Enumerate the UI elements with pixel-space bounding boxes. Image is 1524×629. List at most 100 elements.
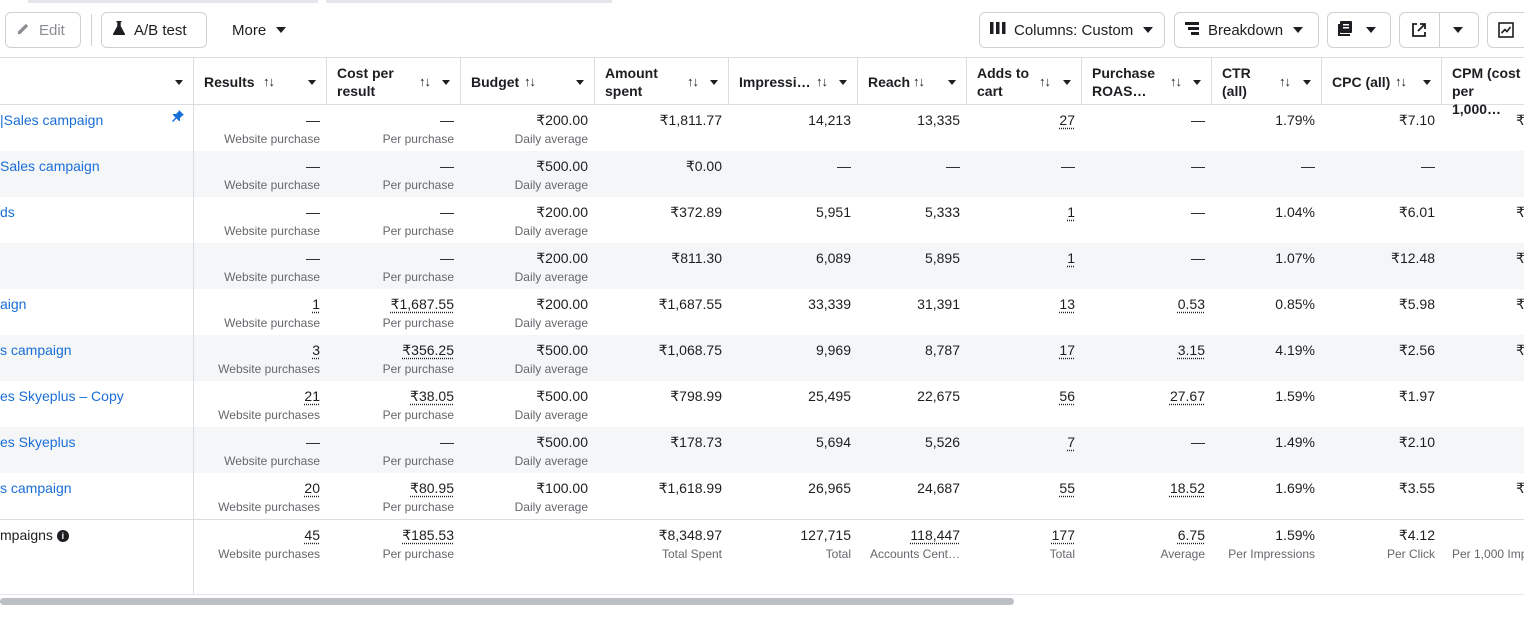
- campaign-name-link[interactable]: ds: [0, 204, 15, 220]
- header-reach[interactable]: Reach ↑↓: [858, 58, 967, 104]
- campaign-name-link[interactable]: es Skyeplus – Copy: [0, 388, 124, 404]
- cell-value: ₹: [1516, 480, 1524, 496]
- header-cpc[interactable]: CPC (all) ↑↓: [1322, 58, 1442, 104]
- sort-icon[interactable]: ↑↓: [1039, 74, 1051, 89]
- cell-ctr: 4.19%: [1212, 335, 1322, 381]
- cell-value: 118,447: [910, 527, 960, 543]
- reports-button[interactable]: [1327, 12, 1391, 48]
- table-row[interactable]: s campaign 20 Website purchases ₹80.95 Per p…: [0, 473, 1524, 519]
- table-row[interactable]: — Website purchase — Per purchase ₹200.00 Dai…: [0, 243, 1524, 289]
- cell-value: 1.59%: [1275, 527, 1315, 543]
- cell-value: —: [440, 250, 454, 266]
- cell-budget: [461, 520, 595, 566]
- chevron-down-icon: [1366, 27, 1376, 33]
- chevron-down-icon[interactable]: [1303, 80, 1311, 85]
- chevron-down-icon[interactable]: [1423, 80, 1431, 85]
- table-row[interactable]: ds — Website purchase — Per purchase ₹200.00 D…: [0, 197, 1524, 243]
- sort-icon[interactable]: ↑↓: [687, 74, 699, 89]
- cell-sublabel: Accounts Cent…: [869, 547, 960, 561]
- info-icon[interactable]: i: [56, 530, 69, 542]
- pencil-icon: [16, 21, 31, 40]
- table-row[interactable]: es Skyeplus — Website purchase — Per purchas…: [0, 427, 1524, 473]
- cell-cpc: ₹2.56: [1322, 335, 1442, 381]
- header-amount-spent[interactable]: Amount spent ↑↓: [595, 58, 729, 104]
- ab-test-button[interactable]: A/B test: [101, 12, 207, 48]
- cell-atc: 1: [967, 243, 1082, 289]
- campaign-name-link[interactable]: Sales campaign: [0, 158, 100, 174]
- edit-button[interactable]: Edit: [5, 12, 81, 48]
- cell-value: ₹: [1516, 296, 1524, 312]
- chevron-down-icon[interactable]: [308, 80, 316, 85]
- cell-results: — Website purchase: [194, 105, 327, 151]
- horizontal-scrollbar[interactable]: [0, 598, 1014, 605]
- chevron-down-icon[interactable]: [1453, 27, 1463, 33]
- cell-reach: —: [858, 151, 967, 197]
- campaign-name-link[interactable]: s campaign: [0, 342, 72, 358]
- export-button-group: [1399, 12, 1479, 48]
- header-name-column[interactable]: [0, 58, 194, 104]
- cell-spent: ₹8,348.97 Total Spent: [595, 520, 729, 566]
- export-icon[interactable]: [1411, 22, 1427, 42]
- chevron-down-icon[interactable]: [576, 80, 584, 85]
- chevron-down-icon[interactable]: [710, 80, 718, 85]
- cell-ctr: 1.07%: [1212, 243, 1322, 289]
- cell-sublabel: Per 1,000 Imp: [1452, 547, 1524, 561]
- cell-value: ₹500.00: [536, 434, 588, 450]
- sort-icon[interactable]: ↑↓: [419, 74, 431, 89]
- sort-icon[interactable]: ↑↓: [524, 74, 536, 89]
- header-impressions[interactable]: Impressi… ↑↓: [729, 58, 858, 104]
- header-budget[interactable]: Budget ↑↓: [461, 58, 595, 104]
- chevron-down-icon[interactable]: [1193, 80, 1201, 85]
- cell-sublabel: Per Impressions: [1228, 547, 1315, 561]
- chevron-down-icon[interactable]: [1063, 80, 1071, 85]
- cell-cost: ₹80.95 Per purchase: [327, 473, 461, 519]
- cell-reach: 5,895: [858, 243, 967, 289]
- cell-cost: — Per purchase: [327, 427, 461, 473]
- more-button[interactable]: More: [221, 12, 301, 48]
- header-results[interactable]: Results ↑↓: [194, 58, 327, 104]
- chevron-down-icon[interactable]: [175, 80, 183, 85]
- cell-cost: — Per purchase: [327, 151, 461, 197]
- breakdown-button[interactable]: Breakdown: [1174, 12, 1319, 48]
- pin-icon[interactable]: [172, 110, 184, 125]
- header-purchase-roas[interactable]: Purchase ROAS… ↑↓: [1082, 58, 1212, 104]
- sort-icon[interactable]: ↑↓: [263, 74, 275, 89]
- table-row[interactable]: aign 1 Website purchase ₹1,687.55 Per purcha…: [0, 289, 1524, 335]
- chart-button[interactable]: [1487, 12, 1524, 48]
- chevron-down-icon[interactable]: [839, 80, 847, 85]
- chevron-down-icon[interactable]: [948, 80, 956, 85]
- sort-icon[interactable]: ↑↓: [913, 74, 925, 89]
- sort-icon[interactable]: ↑↓: [1279, 74, 1291, 89]
- cell-value: ₹0.00: [685, 158, 722, 174]
- columns-button[interactable]: Columns: Custom: [979, 12, 1165, 48]
- cell-value: 27: [1059, 112, 1075, 128]
- cell-atc: 1: [967, 197, 1082, 243]
- reports-icon: [1338, 20, 1354, 40]
- cell-value: ₹2.56: [1398, 342, 1435, 358]
- cell-spent: ₹1,068.75: [595, 335, 729, 381]
- cell-value: —: [440, 112, 454, 128]
- table-row[interactable]: es Skyeplus – Copy 21 Website purchases ₹38…: [0, 381, 1524, 427]
- sort-icon[interactable]: ↑↓: [816, 74, 828, 89]
- cell-roas: —: [1082, 197, 1212, 243]
- header-cpm[interactable]: CPM (cost per 1,000…: [1452, 65, 1521, 117]
- header-adds-to-cart[interactable]: Adds to cart ↑↓: [967, 58, 1082, 104]
- header-cost-per-result[interactable]: Cost per result ↑↓: [327, 58, 461, 104]
- table-row[interactable]: |Sales campaign — Website purchase — Per pur…: [0, 105, 1524, 151]
- sort-icon[interactable]: ↑↓: [1395, 74, 1407, 89]
- table-row[interactable]: Sales campaign — Website purchase — Per purc…: [0, 151, 1524, 197]
- cell-value: —: [440, 434, 454, 450]
- header-ctr[interactable]: CTR (all) ↑↓: [1212, 58, 1322, 104]
- cell-value: —: [1061, 158, 1075, 174]
- cell-sublabel: Per Click: [1386, 547, 1435, 561]
- campaign-name-link[interactable]: s campaign: [0, 480, 72, 496]
- cell-value: 56: [1059, 388, 1075, 404]
- campaign-name-link[interactable]: aign: [0, 296, 27, 312]
- sort-icon[interactable]: ↑↓: [1170, 74, 1182, 89]
- cell-value: 1.69%: [1275, 480, 1315, 496]
- chevron-down-icon[interactable]: [442, 80, 450, 85]
- campaign-name-link[interactable]: es Skyeplus: [0, 434, 76, 450]
- table-row[interactable]: s campaign 3 Website purchases ₹356.25 Per p…: [0, 335, 1524, 381]
- cell-sublabel: Website purchases: [218, 362, 320, 376]
- campaign-name-link[interactable]: |Sales campaign: [0, 112, 104, 128]
